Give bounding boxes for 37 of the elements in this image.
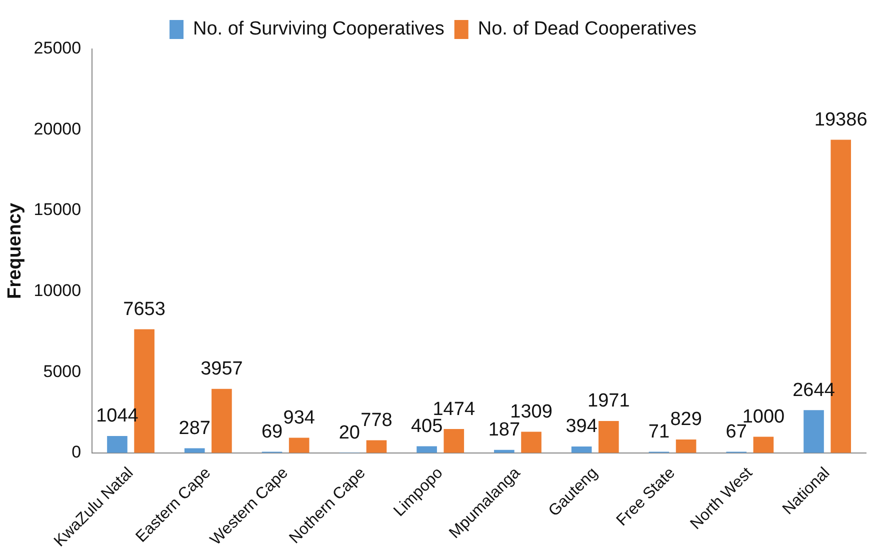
bar [184,448,205,453]
bar [366,440,387,453]
bar [416,446,437,453]
bar [598,421,619,453]
y-tick-label: 10000 [34,281,82,300]
data-label: 3957 [200,358,243,380]
y-tick-label: 25000 [34,38,82,58]
bar [521,432,542,453]
legend-label: No. of Dead Cooperatives [478,18,696,40]
y-tick-label: 15000 [34,200,82,220]
bar [288,438,310,453]
data-label: 19386 [814,109,868,130]
data-label: 187 [488,420,520,441]
data-label: 829 [670,409,702,430]
y-axis-title: Frequency [4,202,26,299]
bar [804,410,824,453]
data-label: 778 [360,410,392,432]
bar [753,436,774,453]
legend-label: No. of Surviving Cooperatives [193,18,444,40]
data-label: 287 [178,418,210,439]
bar [571,446,592,453]
bar [107,436,128,453]
data-label: 20 [338,422,360,444]
data-label: 1309 [510,401,552,422]
data-label: 1971 [588,390,630,412]
y-tick-label: 5000 [43,362,82,381]
bar [676,439,696,453]
data-label: 394 [566,416,598,438]
data-label: 7653 [123,298,166,320]
y-tick-label: 20000 [34,119,82,138]
data-label: 71 [648,421,670,442]
y-tick-label: 0 [72,442,82,462]
data-label: 934 [283,408,316,428]
data-label: 69 [261,421,283,442]
data-label: 67 [726,422,747,443]
bar [212,388,232,453]
bar [444,429,464,453]
